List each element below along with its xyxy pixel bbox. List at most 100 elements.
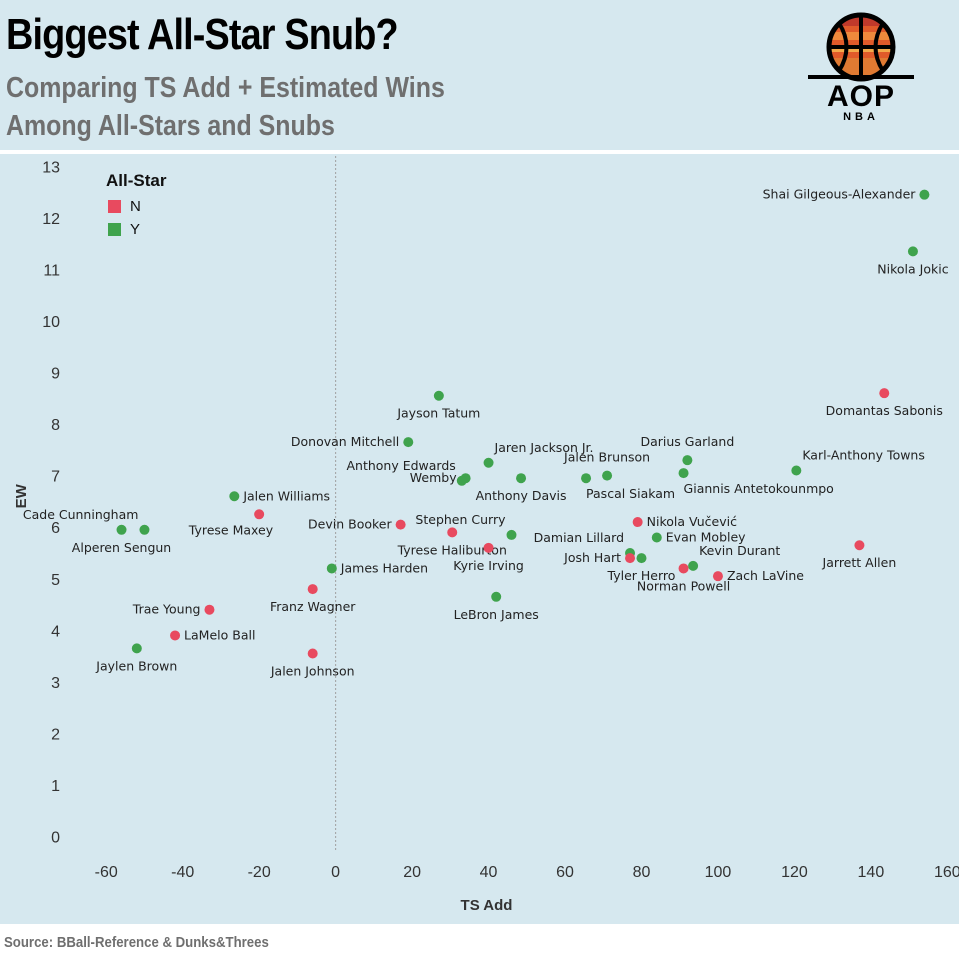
data-point: [879, 388, 890, 399]
data-point: [919, 189, 930, 200]
data-point: [678, 563, 689, 574]
legend-label-n: N: [130, 198, 141, 215]
data-point: [483, 542, 494, 553]
data-point: [602, 470, 613, 481]
point-label: Jalen Brunson: [563, 450, 650, 465]
point-label: James Harden: [340, 560, 428, 575]
plot-background: [0, 154, 959, 924]
data-point: [307, 648, 318, 659]
data-point: [636, 553, 647, 564]
point-label: Donovan Mitchell: [291, 434, 399, 449]
point-label: Jayson Tatum: [396, 406, 480, 421]
data-point: [139, 524, 150, 535]
page-title: Biggest All-Star Snub?: [6, 10, 399, 59]
data-point: [395, 519, 406, 530]
point-label: Tyrese Haliburton: [397, 542, 507, 557]
point-label: Darius Garland: [640, 434, 734, 449]
y-tick-label: 1: [51, 778, 60, 795]
point-label: Jalen Johnson: [270, 664, 355, 679]
data-point: [581, 473, 592, 484]
data-point: [170, 630, 181, 641]
x-tick-label: 160: [934, 864, 959, 881]
data-point: [326, 563, 337, 574]
point-label: Cade Cunningham: [23, 507, 139, 522]
data-point: [854, 540, 865, 551]
data-point: [682, 455, 693, 466]
point-label: Wemby: [410, 470, 457, 485]
data-point: [491, 591, 502, 602]
data-point: [204, 604, 215, 615]
y-tick-label: 13: [42, 159, 60, 176]
x-tick-label: -40: [171, 864, 194, 881]
point-label: Trae Young: [132, 602, 201, 617]
header-divider: [0, 150, 959, 154]
y-tick-label: 9: [51, 366, 60, 383]
y-tick-label: 4: [51, 623, 60, 640]
x-axis-title: TS Add: [461, 897, 513, 914]
point-label: Devin Booker: [308, 517, 392, 532]
x-tick-label: 20: [403, 864, 421, 881]
y-axis-title: EW: [13, 483, 30, 508]
legend-swatch-n: [108, 200, 121, 213]
data-point: [712, 571, 723, 582]
y-tick-label: 8: [51, 417, 60, 434]
subtitle-line-1: Comparing TS Add + Estimated Wins: [6, 72, 445, 104]
point-label: Zach LaVine: [727, 568, 804, 583]
y-tick-label: 2: [51, 726, 60, 743]
point-label: Josh Hart: [563, 550, 621, 565]
data-point: [506, 529, 517, 540]
subtitle-line-2: Among All-Stars and Snubs: [6, 110, 335, 142]
point-label: Tyler Herro: [607, 568, 676, 583]
x-tick-label: 0: [331, 864, 340, 881]
point-label: Jaylen Brown: [95, 658, 177, 673]
data-point: [625, 553, 636, 564]
x-tick-label: 120: [781, 864, 808, 881]
footer-panel: [0, 924, 959, 959]
point-label: Norman Powell: [637, 578, 730, 593]
data-point: [632, 517, 643, 528]
logo-subtext: NBA: [843, 111, 879, 123]
point-label: Anthony Davis: [476, 488, 567, 503]
data-point: [229, 491, 240, 502]
data-point: [791, 465, 802, 476]
legend-label-y: Y: [130, 221, 140, 238]
point-label: Stephen Curry: [415, 512, 506, 527]
point-label: Domantas Sabonis: [826, 403, 943, 418]
y-tick-label: 5: [51, 572, 60, 589]
y-tick-label: 0: [51, 830, 60, 847]
point-label: Pascal Siakam: [586, 486, 675, 501]
point-label: Tyrese Maxey: [188, 522, 274, 537]
point-label: Kyrie Irving: [453, 558, 524, 573]
point-label: Evan Mobley: [666, 530, 746, 545]
data-point: [433, 390, 444, 401]
point-label: Anthony Edwards: [346, 458, 455, 473]
y-tick-label: 7: [51, 469, 60, 486]
data-point: [116, 524, 127, 535]
point-label: Franz Wagner: [270, 599, 356, 614]
basketball-logo-icon: [808, 12, 914, 82]
legend-swatch-y: [108, 223, 121, 236]
point-label: Kevin Durant: [699, 543, 780, 558]
point-label: Karl-Anthony Towns: [802, 447, 925, 462]
data-point: [131, 643, 142, 654]
point-label: Jaren Jackson Jr.: [494, 440, 594, 455]
point-label: Damian Lillard: [534, 530, 624, 545]
data-point: [483, 457, 494, 468]
point-label: Giannis Antetokounmpo: [684, 481, 834, 496]
point-label: LaMelo Ball: [184, 627, 255, 642]
data-point: [447, 527, 458, 538]
point-label: Shai Gilgeous-Alexander: [763, 187, 917, 202]
point-label: Alperen Sengun: [72, 540, 171, 555]
y-tick-label: 6: [51, 520, 60, 537]
header-panel: [0, 0, 959, 150]
y-tick-label: 11: [43, 262, 60, 279]
data-point: [403, 437, 414, 448]
point-label: Jalen Williams: [242, 488, 330, 503]
point-label: Nikola Jokic: [877, 261, 948, 276]
data-point: [651, 532, 662, 543]
point-label: Nikola Vučević: [647, 514, 737, 529]
x-tick-label: -20: [248, 864, 271, 881]
data-point: [456, 475, 467, 486]
data-point: [516, 473, 527, 484]
